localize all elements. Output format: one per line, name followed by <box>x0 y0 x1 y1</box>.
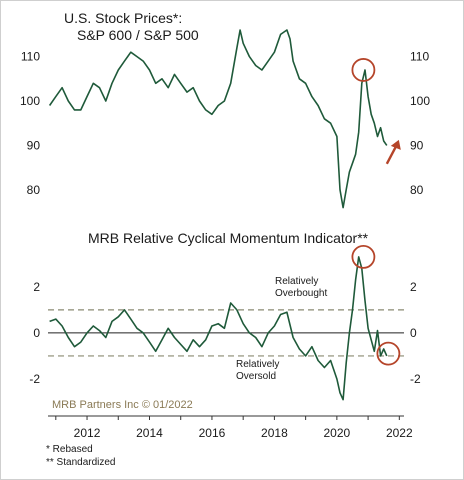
y-tick-label-right: 80 <box>410 183 424 197</box>
bottom-panel: -2 -2 0 0 2 2 <box>29 245 421 401</box>
oversold-label-line1: Relatively <box>236 359 279 370</box>
y-tick-label-left: 110 <box>21 50 40 64</box>
x-axis: 2012 2014 2016 2018 2020 2022 <box>48 415 413 440</box>
y-tick-label-right: 90 <box>410 138 424 152</box>
trend-arrow-shaft <box>385 144 398 165</box>
y-tick-label-right: -2 <box>410 372 421 386</box>
top-panel: 80 80 90 90 100 100 110 110 <box>20 29 430 209</box>
y-tick-label-right: 2 <box>410 280 417 294</box>
x-tick-label: 2022 <box>386 426 413 440</box>
x-tick-label: 2020 <box>324 426 351 440</box>
x-tick-label: 2018 <box>261 426 288 440</box>
overbought-label-line1: Relatively <box>275 276 318 287</box>
y-tick-label-right: 100 <box>410 94 430 108</box>
footnote-standardized: ** Standardized <box>46 457 116 468</box>
oversold-label-line2: Oversold <box>236 371 276 382</box>
series-line <box>49 256 388 401</box>
trend-arrow-head <box>390 139 401 150</box>
top-chart-subtitle: S&P 600 / S&P 500 <box>77 27 199 43</box>
y-tick-label-right: 0 <box>410 326 417 340</box>
y-tick-label-left: 2 <box>33 280 40 294</box>
highlight-circle <box>351 245 376 269</box>
y-tick-label-left: -2 <box>29 372 40 386</box>
y-tick-label-left: 90 <box>27 138 41 152</box>
y-tick-label-left: 100 <box>20 94 40 108</box>
x-tick-label: 2014 <box>136 426 163 440</box>
overbought-label-line2: Overbought <box>275 288 327 299</box>
source-note: MRB Partners Inc © 01/2022 <box>52 399 193 411</box>
y-tick-label-left: 0 <box>33 326 40 340</box>
footnote-rebased: * Rebased <box>46 444 93 455</box>
y-tick-label-right: 110 <box>410 50 429 64</box>
highlight-circle <box>351 58 376 82</box>
highlight-circle <box>376 341 401 366</box>
bottom-chart-title: MRB Relative Cyclical Momentum Indicator… <box>88 230 369 246</box>
top-chart-title: U.S. Stock Prices*: <box>64 10 182 26</box>
x-tick-label: 2016 <box>199 426 226 440</box>
y-tick-label-left: 80 <box>27 183 41 197</box>
trend-arrow <box>385 139 401 165</box>
x-tick-label: 2012 <box>74 426 101 440</box>
series-line <box>48 29 388 209</box>
